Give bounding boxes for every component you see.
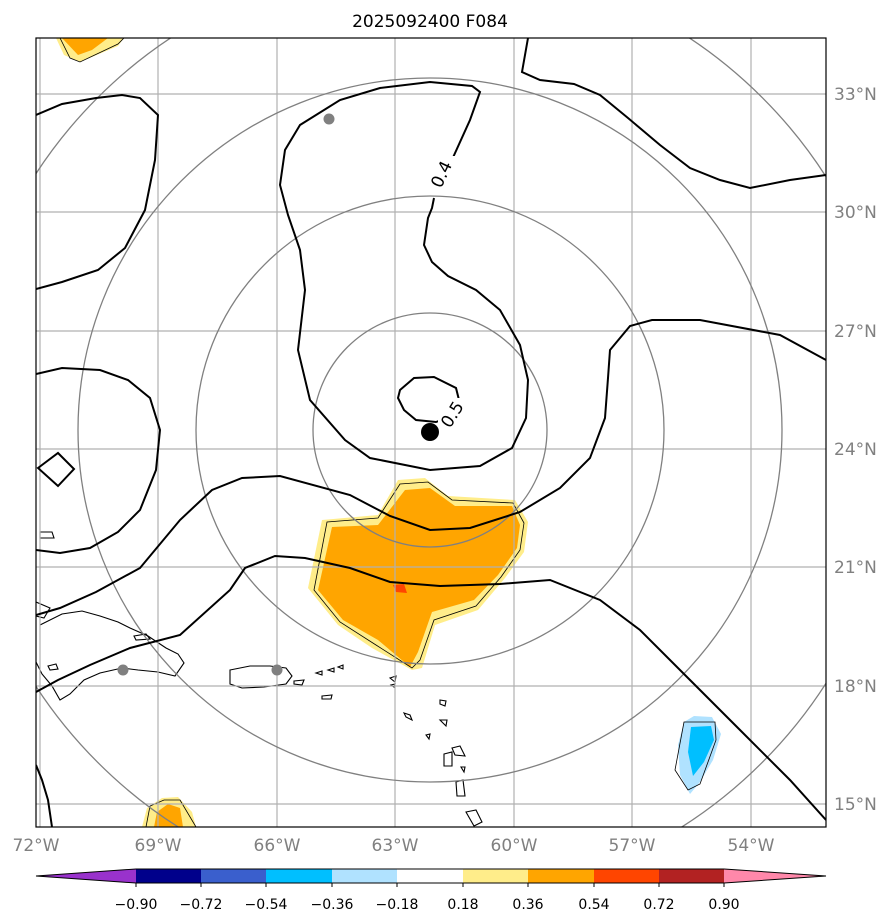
anomaly-outlines [59,38,717,827]
range-ring-2 [195,195,665,665]
island-small-12 [438,719,448,728]
colorbar-label-p054: 0.54 [578,897,609,913]
main-positive-anomaly-peak [393,584,407,593]
main-positive-anomaly-core [318,488,520,667]
contour-northeast [520,38,826,190]
lon-label-72w: 72°W [13,836,60,856]
station-marker-puerto-rico [271,664,283,676]
figure-title: 2025092400 F084 [352,12,508,32]
colorbar-label-n072: −0.72 [180,897,223,913]
storm-center-marker [421,423,439,441]
station-marker-bermuda [323,113,335,125]
range-ring-3 [77,77,783,783]
contour-04-main [278,80,530,472]
colorbar-label-p090: 0.90 [708,897,739,913]
contour-label-04-bg [429,156,457,188]
island-small-5 [326,667,335,673]
colorbar-segment [136,869,201,883]
island-small-11 [439,699,447,707]
colorbar-label-n090: −0.90 [115,897,158,913]
lon-label-60w: 60°W [491,836,538,856]
lat-label-24n: 24°N [834,440,877,460]
island-small-13 [425,733,431,741]
island-small-15 [451,745,466,757]
northwest-anomaly-outline [59,38,125,63]
south-anomaly-outline [145,799,197,827]
main-anomaly-outline [313,481,525,669]
island-small-6 [336,664,344,670]
range-ring-1 [312,312,548,548]
hispaniola-coastline [36,610,185,701]
island-small-18 [465,809,483,827]
colorbar: −0.90 −0.72 −0.54 −0.36 −0.18 0.18 0.36 … [35,868,827,913]
lat-label-15n: 15°N [834,795,877,815]
contour-west-diamond [36,451,76,488]
lon-label-63w: 63°W [372,836,419,856]
station-marker-hispaniola [117,664,129,676]
lon-label-66w: 66°W [254,836,301,856]
colorbar-label-n018: −0.18 [376,897,419,913]
colorbar-label-p036: 0.36 [512,897,543,913]
latitude-labels: 15°N 18°N 21°N 24°N 27°N 30°N 33°N [834,85,877,815]
island-small-1 [133,633,152,641]
colorbar-segment [594,869,659,883]
island-small-14 [443,751,453,767]
colorbar-tick-labels: −0.90 −0.72 −0.54 −0.36 −0.18 0.18 0.36 … [115,897,740,913]
island-small-2 [47,663,59,671]
gridlines [36,38,826,827]
contour-label-05-bg [438,398,470,428]
south-positive-anomaly-core [154,804,183,827]
lon-label-54w: 54°W [728,836,775,856]
island-small-10 [402,712,414,722]
contour-long-arc [36,319,826,616]
colorbar-segments [35,868,827,884]
colorbar-extend-min [36,869,136,883]
northwest-positive-anomaly-core [62,38,108,55]
markers [117,113,439,676]
colorbar-segment [659,869,724,883]
lon-label-69w: 69°W [135,836,182,856]
colorbar-label-n054: −0.54 [245,897,288,913]
colorbar-segment [201,869,266,883]
lat-label-18n: 18°N [834,677,877,697]
contour-southwest-corner [36,764,53,827]
lon-label-57w: 57°W [609,836,656,856]
colorbar-segment [528,869,594,883]
colorbar-segment [266,869,332,883]
colorbar-tick-marks [135,883,725,887]
lat-label-27n: 27°N [834,322,877,342]
contour-labels: 0.4 0.5 [427,156,470,432]
map-panel: 0.4 0.5 [36,38,826,827]
colorbar-segment [463,869,528,883]
island-small-16 [460,766,466,774]
colorbar-segment [397,869,463,883]
lat-label-33n: 33°N [834,85,877,105]
island-small-7 [321,694,333,700]
colorbar-label-n036: −0.36 [311,897,354,913]
contour-west-upper [36,93,160,290]
map-frame [35,37,827,828]
lat-label-21n: 21°N [834,558,877,578]
contour-middle-long [36,554,826,821]
contour-west-middle [36,366,162,555]
shaded-anomaly-fields [56,38,721,827]
east-negative-anomaly-core [688,726,714,776]
lat-label-30n: 30°N [834,203,877,223]
colorbar-segment [332,869,397,883]
island-small-4 [314,670,323,676]
east-anomaly-outline [674,721,717,791]
island-small-3 [293,679,305,686]
colorbar-label-p018: 0.18 [447,897,478,913]
colorbar-extend-max [724,869,826,883]
colorbar-label-p072: 0.72 [643,897,674,913]
longitude-labels: 72°W 69°W 66°W 63°W 60°W 57°W 54°W [13,836,775,856]
range-rings [36,38,826,827]
